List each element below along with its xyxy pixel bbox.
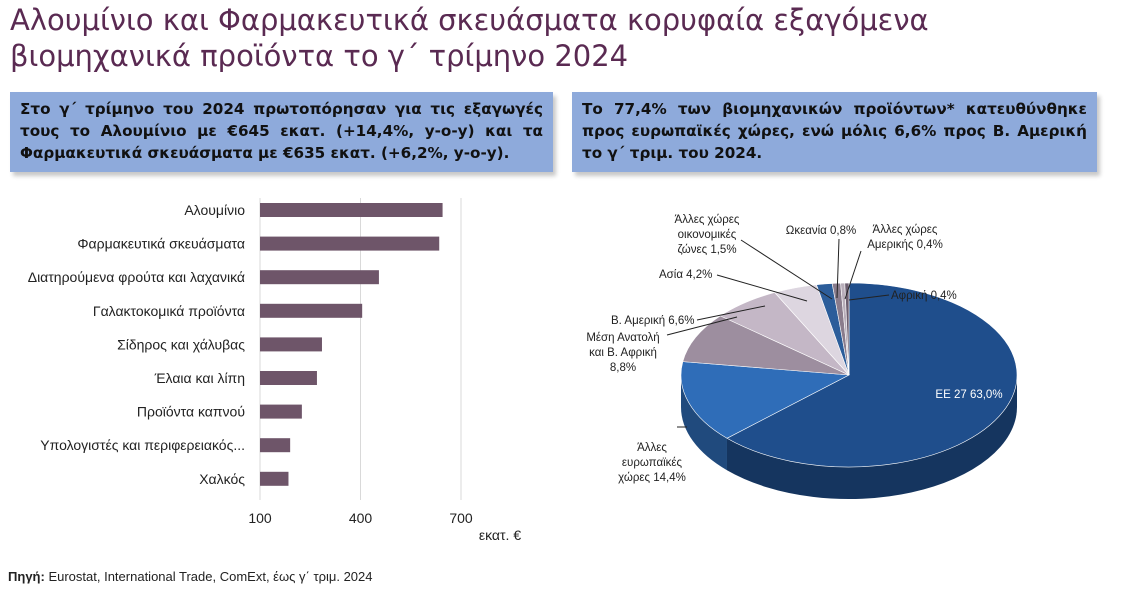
bar — [260, 371, 317, 385]
pie-slice-label: Άλλες χώρες — [675, 214, 740, 226]
highlight-box-right: Το 77,4% των βιομηχανικών προϊόντων* κατ… — [572, 92, 1097, 172]
pie-leader-line — [740, 239, 833, 300]
highlight-box-left: Στο γ΄ τρίμηνο του 2024 πρωτοπόρησαν για… — [10, 92, 553, 172]
pie-leader-line — [844, 250, 862, 300]
pie-leader-line — [666, 316, 738, 336]
pie-slice-label: Άλλες — [637, 442, 667, 454]
source-text: Eurostat, International Trade, ComExt, έ… — [44, 569, 373, 584]
pie-slice-label: Ασία 4,2% — [659, 269, 712, 281]
source-label: Πηγή: — [8, 569, 45, 584]
pie-leader-line — [836, 238, 840, 299]
bar — [260, 337, 322, 352]
bar-x-tick-label: 400 — [349, 510, 373, 526]
pie-slice-label: Άλλες χώρες — [873, 224, 938, 236]
bar — [260, 270, 379, 285]
bar-category-label: Χαλκός — [199, 471, 245, 487]
pie-slice-side — [726, 375, 1017, 500]
bar — [260, 438, 291, 453]
pie-chart: ΕΕ 27 63,0% Άλλες ευρωπαϊκές χώρες 14,4% Μέσ… — [586, 214, 1018, 500]
pie-slice-label: 8,8% — [610, 362, 636, 374]
bar-x-axis-label: εκατ. € — [479, 527, 521, 543]
bar — [260, 203, 443, 217]
bar — [260, 303, 363, 318]
pie-slice — [680, 361, 851, 439]
pie-slice-side — [681, 375, 727, 471]
pie-slice-label: ζώνες 1,5% — [677, 244, 736, 256]
pie-slice — [844, 282, 850, 376]
pie-leader-line — [716, 274, 808, 302]
bar-chart: 100 400 700 Αλουμίνιο Φαρμακευτικά σκευάσματ… — [28, 198, 521, 543]
bar-category-label: Έλαια και λίπη — [154, 370, 245, 386]
pie-slice-label: χώρες 14,4% — [618, 472, 686, 484]
pie-slice-label: Ωκεανία 0,8% — [786, 225, 856, 237]
pie-slice-label: ΕΕ 27 63,0% — [935, 389, 1002, 401]
pie-slice-label: οικονομικές — [678, 229, 737, 241]
bar-category-label: Διατηρούμενα φρούτα και λαχανικά — [28, 269, 245, 285]
pie-slice-label: ευρωπαϊκές — [622, 457, 683, 469]
bar — [260, 236, 440, 251]
page-title: Αλουμίνιο και Φαρμακευτικά σκευάσματα κο… — [10, 3, 929, 73]
bar — [260, 404, 302, 419]
source-note: Πηγή: Eurostat, International Trade, Com… — [8, 569, 373, 584]
bar-x-tick-label: 700 — [449, 510, 473, 526]
bar-category-label: Γαλακτοκομικά προϊόντα — [93, 303, 245, 319]
bar — [260, 471, 289, 486]
bar-category-label: Αλουμίνιο — [184, 202, 245, 218]
pie-slice — [682, 315, 850, 376]
bar-category-label: Φαρμακευτικά σκευάσματα — [77, 236, 245, 252]
pie-slice-label: και Β. Αφρική — [589, 347, 657, 359]
pie-slice — [726, 282, 1018, 468]
pie-slice-label: Μέση Ανατολή — [586, 332, 659, 344]
bar-category-label: Προϊόντα καπνού — [137, 404, 245, 420]
pie-slice-label: Αφρική 0,4% — [891, 290, 957, 302]
pie-slice-label: Β. Αμερική 6,6% — [611, 315, 695, 327]
bar-category-label: Υπολογιστές και περιφερειακός... — [40, 437, 245, 453]
pie-leader-line — [696, 305, 766, 321]
pie-slice-label: Αμερικής 0,4% — [867, 239, 943, 251]
pie-leader-line — [848, 294, 890, 301]
bar-category-label: Σίδηρος και χάλυβας — [117, 336, 245, 352]
bar-x-tick-label: 100 — [248, 510, 272, 526]
